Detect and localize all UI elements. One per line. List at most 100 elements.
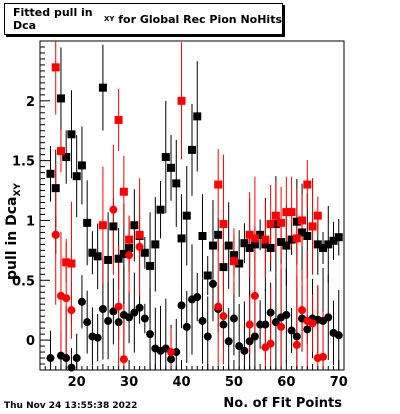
data-point-square	[56, 94, 65, 103]
data-point-circle	[250, 291, 259, 300]
data-point-square	[125, 235, 134, 244]
data-point-square	[208, 241, 217, 250]
data-point-square	[261, 240, 270, 249]
data-point-circle	[167, 355, 176, 364]
data-point-square	[303, 180, 312, 189]
data-point-square	[156, 205, 165, 214]
data-point-circle	[62, 354, 71, 363]
x-tick-label: 70	[330, 375, 348, 390]
y-tick-label: 2	[26, 95, 35, 110]
data-point-square	[271, 220, 280, 229]
data-point-square	[277, 218, 286, 227]
data-point-square	[62, 153, 71, 162]
data-point-circle	[208, 279, 217, 288]
data-point-square	[324, 240, 333, 249]
data-point-circle	[245, 320, 254, 329]
data-point-square	[98, 221, 107, 230]
data-point-square	[224, 241, 233, 250]
data-point-circle	[167, 348, 176, 357]
chart-title-tail: for Global Rec Pion NoHits	[114, 12, 282, 26]
data-point-circle	[135, 303, 144, 312]
x-axis-label: No. of Fit Points	[223, 396, 342, 411]
data-point-square	[62, 258, 71, 267]
data-point-square	[298, 216, 307, 225]
data-point-circle	[224, 337, 233, 346]
data-point-square	[282, 208, 291, 217]
data-point-circle	[298, 306, 307, 315]
data-point-circle	[193, 293, 202, 302]
data-point-square	[51, 184, 60, 193]
data-point-square	[104, 255, 113, 264]
data-point-circle	[125, 251, 134, 260]
data-point-circle	[140, 314, 149, 323]
data-point-square	[214, 180, 223, 189]
data-point-circle	[292, 340, 301, 349]
data-point-circle	[250, 332, 259, 341]
y-tick-label: 1	[26, 214, 35, 229]
data-point-square	[161, 153, 170, 162]
data-point-circle	[203, 332, 212, 341]
data-point-square	[245, 243, 254, 252]
data-point-square	[287, 235, 296, 244]
data-point-circle	[308, 319, 317, 328]
data-point-square	[287, 208, 296, 217]
data-point-square	[125, 243, 134, 252]
data-point-square	[93, 252, 102, 261]
data-point-square	[308, 222, 317, 231]
data-point-square	[298, 228, 307, 237]
data-point-square	[67, 259, 76, 268]
data-point-circle	[135, 242, 144, 251]
x-tick-label: 50	[225, 375, 243, 390]
data-point-square	[313, 211, 322, 220]
data-point-circle	[67, 306, 76, 315]
data-point-square	[88, 248, 97, 257]
data-point-square	[266, 220, 275, 229]
data-point-square	[198, 232, 207, 241]
data-point-square	[292, 217, 301, 226]
timestamp: Thu Nov 24 13:55:38 2022	[4, 401, 138, 411]
data-point-circle	[271, 318, 280, 327]
data-point-square	[114, 115, 123, 124]
data-point-circle	[114, 302, 123, 311]
data-point-circle	[266, 339, 275, 348]
y-tick-label: 1.5	[12, 155, 35, 170]
data-point-square	[214, 230, 223, 239]
data-point-square	[56, 147, 65, 156]
data-point-circle	[292, 332, 301, 341]
data-point-square	[130, 221, 139, 230]
data-point-circle	[182, 322, 191, 331]
data-point-square	[329, 236, 338, 245]
chart-title-main: Fitted pull in Dca	[13, 6, 93, 32]
data-point-square	[235, 259, 244, 268]
x-tick-label: 60	[277, 375, 295, 390]
data-point-circle	[177, 301, 186, 310]
data-point-circle	[93, 333, 102, 342]
data-point-square	[182, 211, 191, 220]
data-point-circle	[245, 337, 254, 346]
data-point-square	[219, 220, 228, 229]
data-point-circle	[235, 342, 244, 351]
data-point-square	[319, 243, 328, 252]
data-point-circle	[46, 354, 55, 363]
data-point-square	[256, 230, 265, 239]
data-point-square	[250, 234, 259, 243]
data-point-square	[83, 218, 92, 227]
data-point-square	[140, 248, 149, 257]
data-point-circle	[334, 331, 343, 340]
data-point-circle	[303, 325, 312, 334]
data-point-circle	[324, 313, 333, 322]
data-point-circle	[114, 318, 123, 327]
data-point-circle	[229, 314, 238, 323]
data-point-square	[51, 63, 60, 72]
data-point-square	[146, 261, 155, 270]
data-point-circle	[62, 294, 71, 303]
data-point-square	[119, 249, 128, 258]
data-point-square	[177, 234, 186, 243]
data-point-square	[114, 254, 123, 263]
data-point-circle	[72, 354, 81, 363]
data-point-circle	[266, 308, 275, 317]
data-point-square	[193, 112, 202, 121]
data-point-square	[250, 240, 259, 249]
data-point-circle	[240, 346, 249, 355]
data-point-circle	[146, 330, 155, 339]
